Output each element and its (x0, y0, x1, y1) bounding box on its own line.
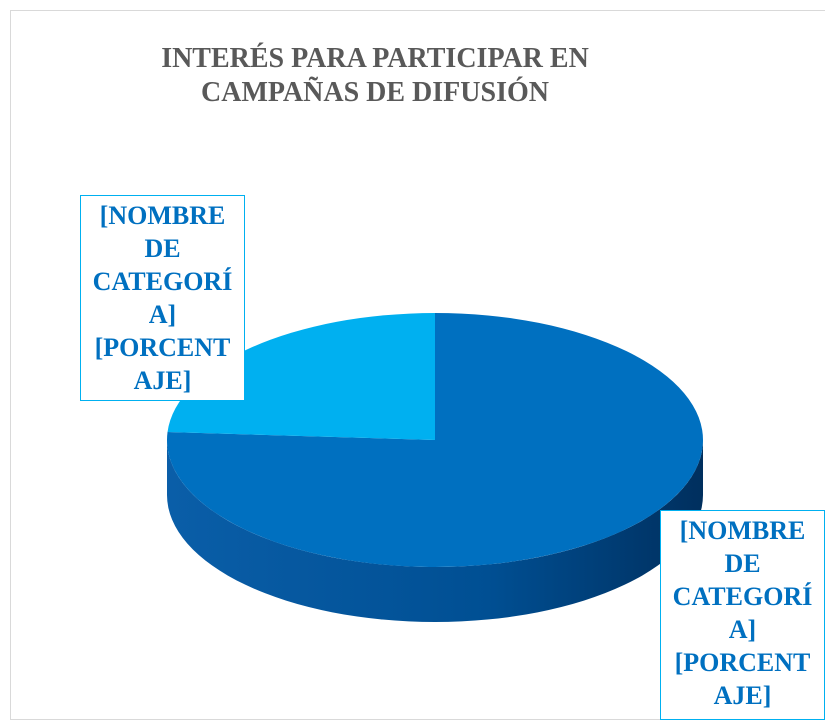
data-label: [NOMBRE DE CATEGORÍA] [PORCENTAJE] (80, 195, 245, 401)
pie-side (167, 440, 703, 622)
chart-title: INTERÉS PARA PARTICIPAR EN CAMPAÑAS DE D… (161, 43, 589, 108)
data-label: [NOMBRE DE CATEGORÍA] [PORCENTAJE] (660, 510, 825, 720)
pie-slice (167, 313, 435, 440)
